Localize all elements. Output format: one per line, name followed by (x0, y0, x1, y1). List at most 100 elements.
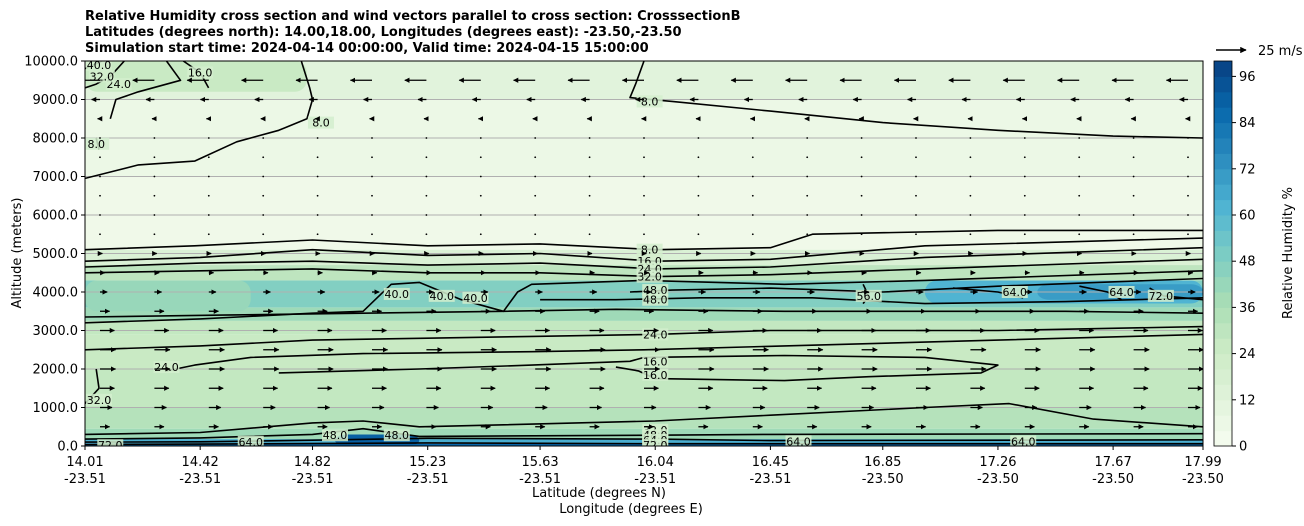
y-tick-label: 3000.0 (33, 324, 79, 339)
wind-vector (915, 175, 917, 178)
contour-line (85, 61, 314, 180)
contour-label: 64.0 (1003, 286, 1028, 299)
wind-vector (1132, 137, 1135, 139)
contour-label: 40.0 (87, 59, 112, 72)
wind-vector (534, 156, 537, 159)
contour-label-bg (642, 438, 669, 446)
contour-label: 72.0 (643, 439, 668, 452)
contour-label: 48.0 (323, 429, 348, 442)
contour-label: 72.0 (98, 439, 123, 452)
wind-vector (806, 175, 809, 178)
x-tick-label-longitude: -23.51 (634, 472, 676, 487)
colorbar-tick-label: 24 (1239, 347, 1256, 362)
x-tick-label-longitude: -23.50 (1182, 472, 1224, 487)
contour-label: 16.0 (643, 355, 668, 368)
colorbar-segment (1214, 430, 1232, 447)
contour-label-bg (86, 393, 113, 406)
x-tick-label-latitude: 17.99 (1184, 455, 1221, 470)
wind-vector (1187, 214, 1189, 216)
x-tick-label-latitude: 14.82 (294, 455, 331, 470)
colorbar-segment (1214, 245, 1232, 262)
contour-label-bg (428, 289, 455, 302)
wind-vector (643, 194, 645, 197)
wind-vector (969, 156, 972, 159)
colorbar-tick-label: 72 (1239, 162, 1256, 177)
wind-vector (99, 137, 101, 139)
wind-vector (643, 233, 645, 236)
contour-label: 8.0 (87, 138, 105, 151)
colorbar-segment (1214, 399, 1232, 416)
wind-vector (316, 137, 319, 139)
colorbar: 0 12 24 36 48 60 72 84 96 (1213, 60, 1256, 455)
contour-label: 56.0 (856, 290, 881, 303)
colorbar-segment (1214, 261, 1232, 278)
colorbar-label: Relative Humidity % (1281, 187, 1296, 319)
y-tick-label: 8000.0 (33, 132, 79, 147)
wind-vector (371, 137, 373, 139)
contour-label-bg (642, 293, 669, 306)
wind-vector (534, 194, 537, 197)
wind-vector (1132, 194, 1135, 197)
contour-label-bg (383, 429, 410, 442)
wind-vector (371, 156, 373, 159)
colorbar-tick-label: 48 (1239, 255, 1256, 270)
contour-line (85, 229, 1203, 251)
contour-label-bg (307, 116, 334, 129)
wind-vector (207, 156, 210, 159)
wind-vector (99, 156, 101, 159)
contour-label: 32.0 (87, 394, 112, 407)
wind-vector (534, 175, 537, 178)
x-tick-label-latitude: 16.04 (637, 455, 674, 470)
wind-vector (1078, 233, 1081, 236)
y-tick-label: 2000.0 (33, 363, 79, 378)
chart-title-line-1: Relative Humidity cross section and wind… (85, 9, 741, 24)
wind-vector (153, 137, 156, 139)
wind-vector (1023, 156, 1026, 159)
colorbar-segment (1214, 61, 1232, 77)
wind-vector (479, 156, 482, 159)
contour-line (629, 61, 1203, 139)
wind-vector (207, 194, 210, 197)
contour-line (85, 237, 1203, 262)
wind-vector (751, 137, 754, 139)
wind-vector (479, 137, 482, 139)
chart-title-line-2: Latitudes (degrees north): 14.00,18.00, … (85, 25, 682, 40)
contour-line (85, 308, 1203, 318)
wind-vector (1023, 233, 1026, 236)
wind-vector (860, 156, 863, 159)
wind-vector (860, 214, 863, 216)
wind-vector (534, 137, 537, 139)
colorbar-segment (1214, 153, 1232, 170)
contour-line (85, 402, 1203, 436)
colorbar-frame (1213, 60, 1233, 447)
x-tick-label-longitude: -23.50 (977, 472, 1019, 487)
x-axis-label-longitude: Longitude (degrees E) (559, 502, 703, 517)
contour-label-bg (237, 435, 264, 446)
wind-vector (643, 175, 645, 178)
wind-vector (207, 214, 210, 216)
wind-vector (588, 137, 591, 139)
wind-vector (479, 214, 482, 216)
wind-vector (1078, 175, 1081, 178)
contour-label-bg (187, 66, 214, 79)
wind-vector (860, 233, 863, 236)
wind-vector (806, 137, 809, 139)
wind-vector (915, 214, 917, 216)
wind-vector (915, 194, 917, 197)
wind-vector (860, 137, 863, 139)
wind-vector (371, 194, 373, 197)
contour-label: 32.0 (637, 271, 662, 284)
wind-vector (915, 156, 917, 159)
wind-vector (1023, 214, 1026, 216)
wind-vector (643, 137, 645, 139)
y-tick-label: 1000.0 (33, 401, 79, 416)
contour-line (166, 333, 1203, 372)
wind-vector (697, 156, 700, 159)
wind-vector (153, 175, 156, 178)
contour-line (278, 354, 999, 382)
colorbar-segment (1214, 138, 1232, 154)
wind-vector (316, 175, 319, 178)
contour-labels: 8.08.08.016.024.032.040.08.016.024.032.0… (85, 59, 1174, 452)
colorbar-segment (1214, 292, 1232, 308)
